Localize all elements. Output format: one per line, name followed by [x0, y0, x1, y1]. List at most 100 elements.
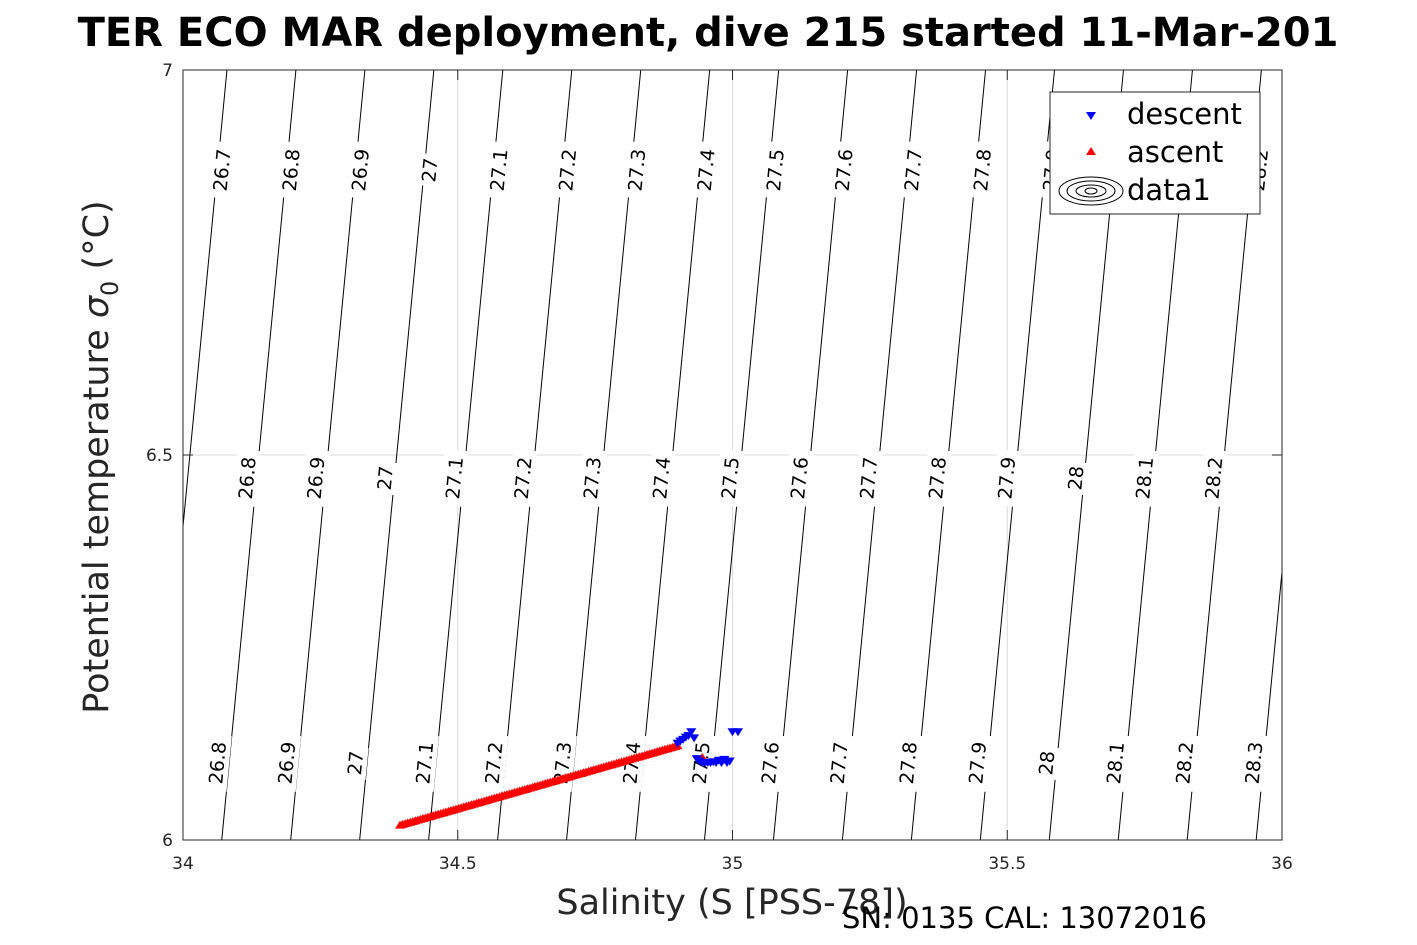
serial-calibration-footer: SN: 0135 CAL: 13072016 [842, 901, 1207, 935]
contour-label: 26.7 [206, 140, 237, 200]
contour-label-bg [967, 140, 997, 200]
contour-label-bg [478, 733, 509, 792]
contour-label-bg [898, 140, 928, 200]
contour-label-bg [691, 140, 721, 200]
contour-label-text: 26.8 [279, 148, 305, 192]
x-tick-label: 36 [1271, 854, 1293, 874]
x-tick-label: 35.5 [988, 854, 1026, 874]
contour-label: 27.2 [552, 140, 582, 200]
contour-label-text: 27 [418, 157, 442, 183]
contour-label-text: 27.3 [624, 148, 650, 192]
x-tick-label: 35 [722, 854, 744, 874]
contour-label-text: 27.9 [965, 741, 991, 785]
contour-label: 27.7 [853, 448, 883, 508]
contour-label: 28.2 [1198, 448, 1229, 508]
legend-descent-label: descent [1127, 97, 1242, 131]
contour-label-bg [1169, 733, 1199, 792]
contour-label-text: 28.3 [1242, 741, 1268, 785]
contour-label: 27.5 [760, 140, 790, 200]
contour-label-text: 27.6 [787, 456, 813, 500]
contour-label-text: 27.1 [487, 148, 513, 192]
contour-label: 28.2 [1169, 733, 1199, 792]
contour-label: 27.1 [483, 140, 514, 200]
contour-label-bg [853, 448, 883, 508]
contour-label-bg [760, 140, 790, 200]
contour-label-text: 26.9 [348, 148, 374, 192]
contour-label-text: 27.8 [970, 148, 996, 192]
contour-labels: 26.8 26.9 27 27.1 27.2 27.3 27.4 27.5 27.6 27.7 27… [202, 140, 1274, 792]
contour-label-text: 27 [344, 750, 368, 776]
contour-label-text: 27.1 [412, 741, 438, 785]
contour-label: 28.3 [1238, 733, 1269, 792]
contour-label: 26.8 [276, 140, 306, 200]
contour-label: 27.6 [755, 733, 785, 792]
contour-label-text: 27.2 [482, 741, 508, 785]
contour-label-text: 26.8 [235, 456, 261, 500]
contour-label-bg [276, 140, 306, 200]
contour-label: 27.4 [646, 448, 676, 508]
isopycnal-line [1255, 571, 1283, 841]
contour-label-bg [271, 733, 302, 792]
contour-label: 28 [1062, 460, 1089, 496]
contour-label: 26.9 [300, 448, 331, 508]
contour-label-text: 28 [1064, 465, 1088, 491]
contour-label: 27.4 [691, 140, 721, 200]
legend-ascent-marker [1086, 147, 1096, 155]
contour-label: 28 [1032, 745, 1060, 780]
contour-label: 26.9 [345, 140, 375, 200]
contour-label-bg [300, 448, 331, 508]
y-axis-label-sigma: σ [77, 294, 117, 318]
contour-label-text: 27.8 [896, 741, 922, 785]
y-tick-label: 7 [162, 61, 173, 81]
contour-label-text: 28.2 [1201, 456, 1227, 500]
x-tick-label: 34.5 [439, 854, 477, 874]
contour-label: 27 [371, 460, 399, 496]
y-axis-label-subscript: 0 [96, 281, 124, 296]
contour-label-bg [371, 460, 399, 496]
contour-label-bg [715, 448, 745, 508]
data-points [395, 728, 743, 829]
y-axis-label-text: Potential temperature [77, 318, 117, 714]
contour-label: 27.6 [784, 448, 814, 508]
contour-label-text: 27.4 [649, 456, 675, 500]
contour-label: 27.1 [409, 733, 439, 792]
descent-point [689, 734, 700, 743]
contour-label-text: 27.8 [925, 456, 951, 500]
contour-label-bg [232, 448, 262, 508]
legend-descent-marker [1086, 112, 1096, 120]
contour-label-bg [991, 448, 1021, 508]
contour-label-text: 26.8 [205, 741, 231, 785]
contour-label-text: 27.6 [758, 741, 784, 785]
contour-label-bg [508, 448, 538, 508]
contour-label-bg [341, 745, 369, 780]
contour-label-bg [409, 733, 439, 792]
contour-label-bg [552, 140, 582, 200]
contour-label-bg [646, 448, 676, 508]
contour-label-bg [824, 733, 854, 792]
legend-data1-marker [1058, 176, 1124, 206]
contour-label-text: 27 [374, 465, 398, 491]
contour-label-bg [415, 152, 443, 188]
descent-point [724, 757, 735, 766]
contour-label-text: 27.6 [832, 148, 858, 192]
contour-label-bg [206, 140, 237, 200]
contour-label: 28.1 [1100, 733, 1130, 792]
contour-label-text: 27.5 [763, 148, 789, 192]
contour-label-text: 27.2 [555, 148, 581, 192]
contour-label: 27.2 [478, 733, 509, 792]
contour-label: 27.7 [824, 733, 854, 792]
contour-label-bg [1100, 733, 1130, 792]
legend: descent ascent data1 [1049, 91, 1261, 215]
contour-label-text: 27.7 [827, 741, 853, 785]
contour-label: 27.2 [508, 448, 538, 508]
contour-label-text: 28.1 [1132, 456, 1158, 500]
contour-label-text: 27.4 [694, 148, 720, 192]
contour-label-bg [1032, 745, 1060, 780]
contour-label-bg [439, 448, 469, 508]
contour-label-bg [1238, 733, 1269, 792]
contour-label: 27.8 [922, 448, 952, 508]
axis-ticks: 34 34.5 35 35.5 36 6 6.5 7 [146, 61, 1293, 874]
contour-label: 27.3 [621, 140, 652, 200]
contour-label-text: 26.9 [304, 456, 330, 500]
